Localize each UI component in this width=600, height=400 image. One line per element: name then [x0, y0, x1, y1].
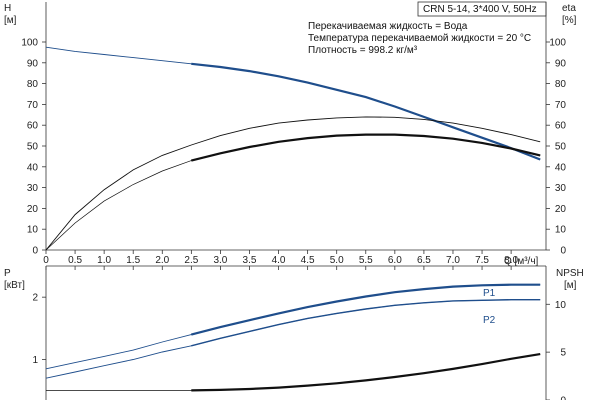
- y-right-name-eta: eta: [562, 3, 576, 14]
- p-tick-label-0: 1: [32, 355, 38, 366]
- npsh-tick-label-0: 0: [560, 396, 566, 400]
- y-right-tick-label-9: 90: [555, 58, 567, 69]
- y-right-name-NPSH: NPSH: [556, 268, 584, 279]
- y-left-name-P: P: [4, 268, 11, 279]
- head-curve-full: [45, 46, 541, 160]
- x-tick-label-9: 4.5: [301, 255, 315, 266]
- x-tick-label-12: 6.0: [388, 255, 402, 266]
- x-tick-label-11: 5.5: [359, 255, 373, 266]
- x-tick-label-6: 3.0: [213, 255, 227, 266]
- npsh-tick-label-2: 10: [555, 300, 567, 311]
- head-curve-operating: [191, 62, 541, 161]
- efficiency-operating-curve-bold: [191, 133, 541, 162]
- series-label-P2: P2: [483, 315, 496, 326]
- info-line-temperature: Температура перекачиваемой жидкости = 20…: [308, 33, 531, 44]
- x-tick-label-4: 2.0: [155, 255, 169, 266]
- y-left-tick-label-4: 40: [27, 162, 39, 173]
- y-left-tick-label-0: 0: [32, 246, 38, 257]
- y-right-tick-label-8: 80: [555, 79, 567, 90]
- x-tick-label-3: 1.5: [126, 255, 140, 266]
- y-left-name-H: H: [4, 3, 11, 14]
- header-box-text: CRN 5-14, 3*400 V, 50Hz: [423, 4, 537, 15]
- y-right-tick-label-7: 70: [555, 100, 567, 111]
- y-right-tick-label-5: 50: [555, 142, 567, 153]
- y-right-unit-NPSH: [м]: [564, 280, 577, 291]
- y-left-tick-label-3: 30: [27, 183, 39, 194]
- x-tick-label-0: 0: [43, 255, 49, 266]
- info-line-fluid: Перекачиваемая жидкость = Вода: [308, 21, 468, 32]
- axis-ticks: 0 0.5 1.0 1.5 2.0 2.5 3.0 3.5 4.0 4.5 5.0 5.5 6.0 6.5…: [21, 38, 566, 400]
- efficiency-curve: [45, 116, 541, 251]
- top-axis-labels: H [м] eta [%] Q [м³/ч]: [4, 3, 577, 267]
- x-tick-label-10: 5.0: [330, 255, 344, 266]
- p1-curve-full: [45, 284, 541, 370]
- x-tick-label-15: 7.5: [475, 255, 489, 266]
- x-tick-label-14: 7.0: [446, 255, 460, 266]
- y-left-tick-label-6: 60: [27, 121, 39, 132]
- x-axis-label-Q: Q [м³/ч]: [504, 256, 539, 267]
- x-tick-label-7: 3.5: [243, 255, 257, 266]
- y-left-tick-label-7: 70: [27, 100, 39, 111]
- x-tick-label-2: 1.0: [97, 255, 111, 266]
- info-line-density: Плотность = 998.2 кг/м³: [308, 45, 418, 56]
- y-right-tick-label-0: 0: [560, 246, 566, 257]
- y-right-unit-eta: [%]: [562, 15, 577, 26]
- x-tick-label-8: 4.0: [272, 255, 286, 266]
- y-left-tick-label-2: 20: [27, 204, 39, 215]
- y-left-unit-P: [кВт]: [4, 280, 25, 291]
- x-tick-label-1: 0.5: [68, 255, 82, 266]
- p2-curve-operating: [191, 299, 541, 347]
- y-left-tick-label-10: 100: [21, 38, 38, 49]
- bottom-axis-labels: P [кВт] NPSH [м] P1 P2: [4, 268, 584, 326]
- p1-curve-operating: [191, 283, 541, 336]
- npsh-tick-label-1: 5: [560, 348, 566, 359]
- data-series: [45, 46, 541, 392]
- series-label-P1: P1: [483, 288, 496, 299]
- plot-frames: [45, 2, 547, 400]
- y-left-tick-label-5: 50: [27, 142, 39, 153]
- y-right-tick-label-4: 40: [555, 162, 567, 173]
- y-right-tick-label-10: 100: [549, 38, 566, 49]
- npsh-curve-full: [46, 353, 541, 391]
- x-tick-label-16: 8.0: [504, 255, 518, 266]
- x-tick-label-5: 2.5: [184, 255, 198, 266]
- y-right-tick-label-6: 60: [555, 121, 567, 132]
- efficiency-operating-curve-thin: [45, 134, 541, 251]
- y-right-tick-label-1: 10: [555, 225, 567, 236]
- y-right-tick-label-2: 20: [555, 204, 567, 215]
- top-chart-header: CRN 5-14, 3*400 V, 50Hz Перекачиваемая ж…: [308, 1, 547, 56]
- y-left-unit-H: [м]: [4, 15, 17, 26]
- y-left-tick-label-9: 90: [27, 58, 39, 69]
- y-left-tick-label-1: 10: [27, 225, 39, 236]
- npsh-curve-operating: [191, 353, 541, 392]
- y-left-tick-label-8: 80: [27, 79, 39, 90]
- p-tick-label-1: 2: [32, 293, 38, 304]
- y-right-tick-label-3: 30: [555, 183, 567, 194]
- x-tick-label-13: 6.5: [417, 255, 431, 266]
